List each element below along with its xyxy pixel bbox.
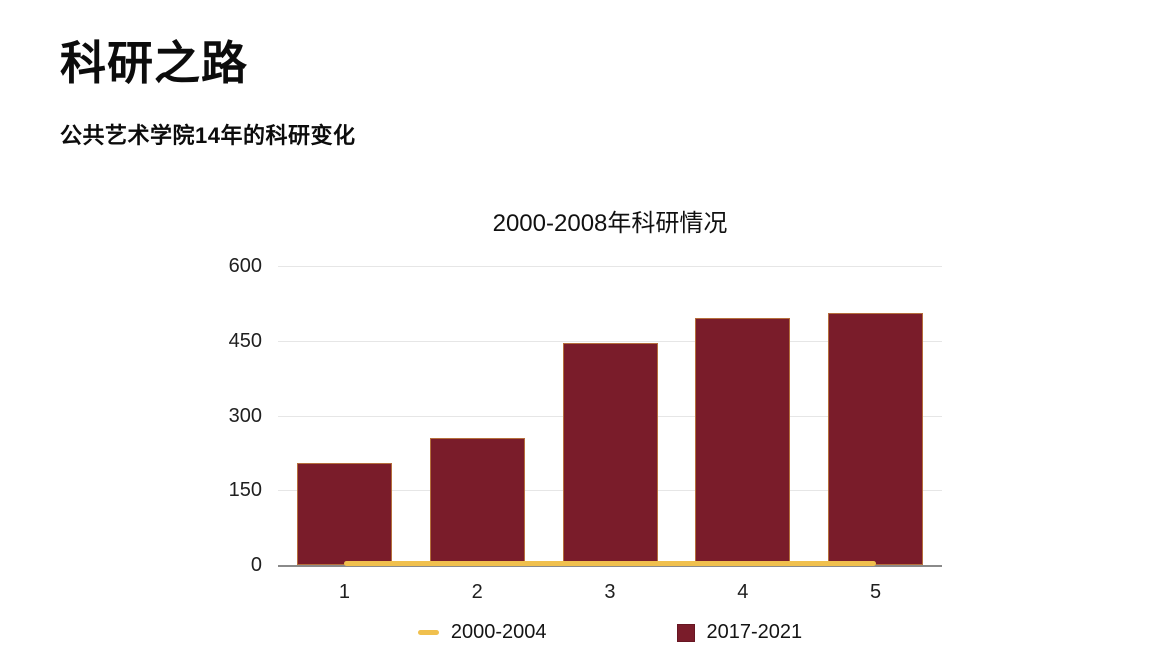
line-2000-2004 (344, 561, 876, 566)
x-tick-label-1: 1 (338, 581, 350, 603)
y-tick-label-0: 0 (250, 554, 262, 576)
x-axis-line (278, 565, 942, 567)
plot-area: 0 150 300 450 600 (229, 255, 942, 576)
x-tick-label-5: 5 (870, 581, 882, 603)
legend-label: 2000-2004 (450, 621, 547, 643)
y-tick-label-600: 600 (228, 255, 262, 277)
x-tick-label-2: 2 (471, 581, 483, 603)
chart-legend: 2000-2004 2017-2021 (278, 621, 942, 644)
legend-item-2000-2004: 2000-2004 (417, 621, 547, 644)
gridline-450 (278, 340, 942, 342)
legend-label: 2017-2021 (706, 621, 803, 643)
x-tick-label-4: 4 (737, 581, 749, 603)
bar-2017-2021-cat-3 (562, 343, 658, 565)
bar-2017-2021-cat-2 (429, 437, 525, 565)
bar-2017-2021-cat-1 (296, 462, 392, 565)
bar-2017-2021-cat-4 (695, 318, 791, 565)
legend-item-2017-2021: 2017-2021 (676, 621, 803, 644)
x-tick-label-3: 3 (604, 581, 616, 603)
page-subtitle: 公共艺术学院14年的科研变化 (60, 123, 356, 148)
page-title: 科研之路 (60, 37, 248, 89)
chart-title: 2000-2008年科研情况 (492, 210, 728, 237)
y-tick-label-150: 150 (228, 479, 262, 502)
line-swatch-icon (417, 630, 439, 635)
y-tick-label-300: 300 (228, 404, 262, 427)
bar-2017-2021-cat-5 (828, 313, 924, 565)
bar-swatch-icon (676, 623, 695, 642)
y-tick-label-450: 450 (228, 329, 262, 352)
gridline-600 (278, 266, 942, 267)
